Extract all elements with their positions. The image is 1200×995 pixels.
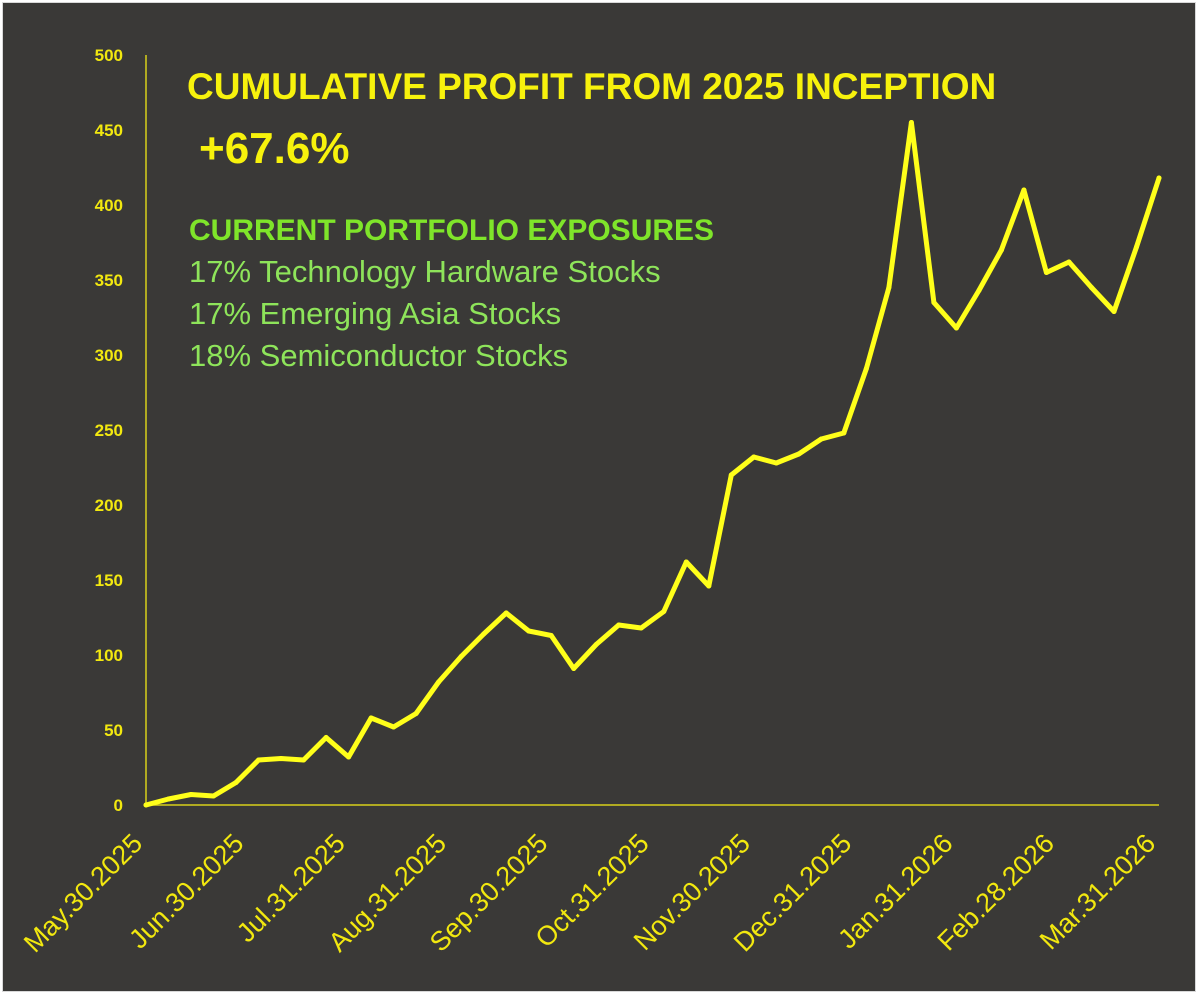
series-line [143, 120, 1162, 808]
data-point [548, 633, 554, 638]
y-tick-label: 400 [95, 196, 123, 215]
data-point [976, 288, 982, 293]
data-point [391, 724, 397, 730]
data-point [931, 300, 937, 305]
data-point [346, 754, 352, 760]
data-point [458, 654, 464, 659]
data-point [143, 802, 149, 808]
data-point [953, 325, 959, 331]
data-point [188, 792, 194, 797]
data-point [233, 780, 239, 785]
data-point [436, 679, 442, 685]
data-point [1088, 285, 1094, 290]
data-point [503, 610, 509, 616]
data-point [796, 451, 802, 457]
x-tick-labels: May.30.2025Jun.30.2025Jul.31.2025Aug.31.… [18, 828, 1161, 958]
y-tick-label: 0 [114, 796, 123, 815]
data-point [368, 715, 374, 721]
data-point [773, 460, 779, 466]
data-point [751, 454, 757, 460]
y-tick-label: 100 [95, 646, 123, 665]
data-point [841, 430, 847, 436]
y-tick-label: 250 [95, 421, 123, 440]
chart-subtitle: +67.6% [199, 124, 349, 173]
data-point [413, 711, 419, 716]
data-point [1133, 244, 1139, 250]
data-point [661, 609, 667, 614]
y-tick-label: 350 [95, 271, 123, 290]
data-point [886, 285, 892, 290]
data-point [256, 757, 262, 763]
data-points [143, 120, 1162, 808]
data-point [278, 756, 284, 761]
data-point [616, 622, 622, 628]
data-point [526, 628, 532, 634]
y-tick-label: 300 [95, 346, 123, 365]
data-point [863, 366, 869, 371]
data-point [1111, 309, 1117, 314]
data-point [818, 436, 824, 442]
y-tick-label: 500 [95, 46, 123, 65]
y-tick-label: 50 [104, 721, 123, 740]
data-point [481, 631, 487, 637]
y-tick-labels: 0 50 100 150 200 250 300 350 400 450 500 [95, 46, 123, 815]
data-point [683, 559, 689, 565]
data-point [166, 796, 172, 802]
exposure-item-2: 17% Emerging Asia Stocks [189, 296, 561, 331]
exposure-item-3: 18% Semiconductor Stocks [189, 338, 568, 373]
chart-title: CUMULATIVE PROFIT FROM 2025 INCEPTION [187, 66, 996, 107]
data-point [593, 642, 599, 647]
data-point [706, 583, 712, 589]
exposures-heading: CURRENT PORTFOLIO EXPOSURES [189, 214, 714, 247]
y-tick-label: 200 [95, 496, 123, 515]
exposure-item-1: 17% Technology Hardware Stocks [189, 254, 661, 289]
data-point [1043, 270, 1049, 275]
data-point [1066, 259, 1072, 265]
line-chart: 0 50 100 150 200 250 300 350 400 450 500 May.30.20… [18, 46, 1162, 958]
y-tick-label: 150 [95, 571, 123, 590]
data-point [571, 666, 577, 671]
data-point [211, 793, 217, 799]
data-point [728, 472, 734, 478]
data-point [1021, 187, 1027, 193]
data-point [998, 247, 1004, 253]
y-tick-label: 450 [95, 121, 123, 140]
data-point [301, 757, 307, 763]
data-point [638, 625, 644, 631]
data-point [1156, 175, 1162, 181]
data-point [908, 120, 914, 125]
data-point [323, 735, 329, 740]
